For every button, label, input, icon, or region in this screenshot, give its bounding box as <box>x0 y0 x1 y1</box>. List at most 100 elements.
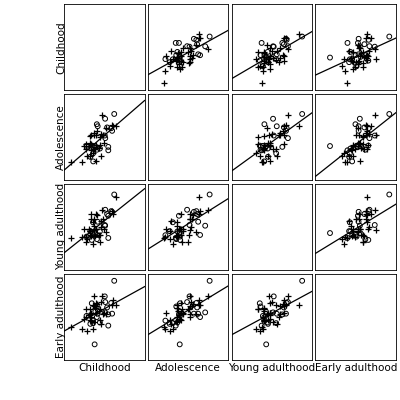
Point <box>355 218 362 225</box>
Point <box>366 206 373 213</box>
Point <box>260 146 267 153</box>
Point <box>176 40 182 46</box>
Point <box>174 50 181 56</box>
Point <box>104 124 110 131</box>
Point <box>91 130 97 136</box>
Point <box>269 299 275 306</box>
Point <box>195 310 201 317</box>
Point <box>283 35 290 42</box>
Point <box>97 153 104 159</box>
Point <box>269 48 275 54</box>
Point <box>90 146 96 152</box>
Point <box>296 31 303 38</box>
Point <box>163 309 169 316</box>
Point <box>352 59 359 65</box>
Point <box>265 311 271 317</box>
Point <box>256 142 263 149</box>
Point <box>266 56 272 62</box>
Point <box>341 150 348 156</box>
Point <box>257 52 264 58</box>
Point <box>202 222 208 229</box>
Point <box>355 229 361 235</box>
Point <box>281 122 287 129</box>
Y-axis label: Young adulthood: Young adulthood <box>56 183 66 270</box>
Point <box>352 234 358 240</box>
Point <box>87 139 94 146</box>
Point <box>355 51 362 58</box>
Point <box>206 278 213 284</box>
Point <box>173 232 180 239</box>
Point <box>276 55 283 62</box>
Point <box>346 228 352 234</box>
Point <box>355 45 362 51</box>
Point <box>90 232 96 238</box>
Point <box>349 232 355 238</box>
Point <box>347 49 354 55</box>
Point <box>284 125 290 132</box>
Point <box>327 230 333 236</box>
Point <box>341 234 348 240</box>
Point <box>195 51 201 58</box>
Point <box>97 232 103 238</box>
Point <box>263 54 270 61</box>
Point <box>174 228 181 235</box>
Point <box>356 36 362 42</box>
Point <box>341 56 348 62</box>
Point <box>83 306 89 312</box>
Point <box>361 124 368 131</box>
Point <box>361 211 368 217</box>
Point <box>352 52 359 58</box>
Point <box>188 302 195 309</box>
Point <box>362 236 368 242</box>
Point <box>88 141 94 148</box>
Point <box>178 232 184 238</box>
Point <box>88 142 95 149</box>
Point <box>161 80 168 86</box>
Point <box>364 128 370 134</box>
Point <box>83 314 89 321</box>
Point <box>187 215 193 222</box>
Point <box>265 59 271 65</box>
Point <box>87 321 94 327</box>
Point <box>174 302 180 308</box>
Point <box>94 314 100 320</box>
Point <box>111 191 118 198</box>
Point <box>81 226 88 232</box>
Point <box>363 210 369 217</box>
Point <box>94 123 101 130</box>
Point <box>110 297 116 303</box>
Point <box>68 159 74 166</box>
Point <box>186 222 193 228</box>
Point <box>174 219 180 226</box>
Point <box>358 50 365 56</box>
Point <box>92 232 98 239</box>
Point <box>174 223 180 230</box>
Point <box>161 68 168 74</box>
Point <box>90 292 97 299</box>
Point <box>167 236 173 242</box>
X-axis label: Childhood: Childhood <box>78 363 131 373</box>
Point <box>360 232 366 238</box>
Point <box>170 56 177 62</box>
Point <box>170 326 177 332</box>
Point <box>350 153 356 159</box>
Point <box>360 239 366 245</box>
Point <box>92 143 98 149</box>
Point <box>177 237 183 243</box>
Point <box>299 278 305 284</box>
Point <box>279 144 286 150</box>
Point <box>93 226 100 232</box>
Point <box>273 146 279 152</box>
Point <box>87 228 93 234</box>
Point <box>206 191 213 198</box>
Point <box>364 31 370 38</box>
Point <box>358 232 365 238</box>
Point <box>363 55 369 62</box>
Point <box>266 142 273 148</box>
Point <box>356 209 362 215</box>
Point <box>363 35 370 42</box>
Point <box>386 111 392 117</box>
Point <box>365 226 371 233</box>
Point <box>372 44 378 50</box>
Point <box>252 150 259 156</box>
